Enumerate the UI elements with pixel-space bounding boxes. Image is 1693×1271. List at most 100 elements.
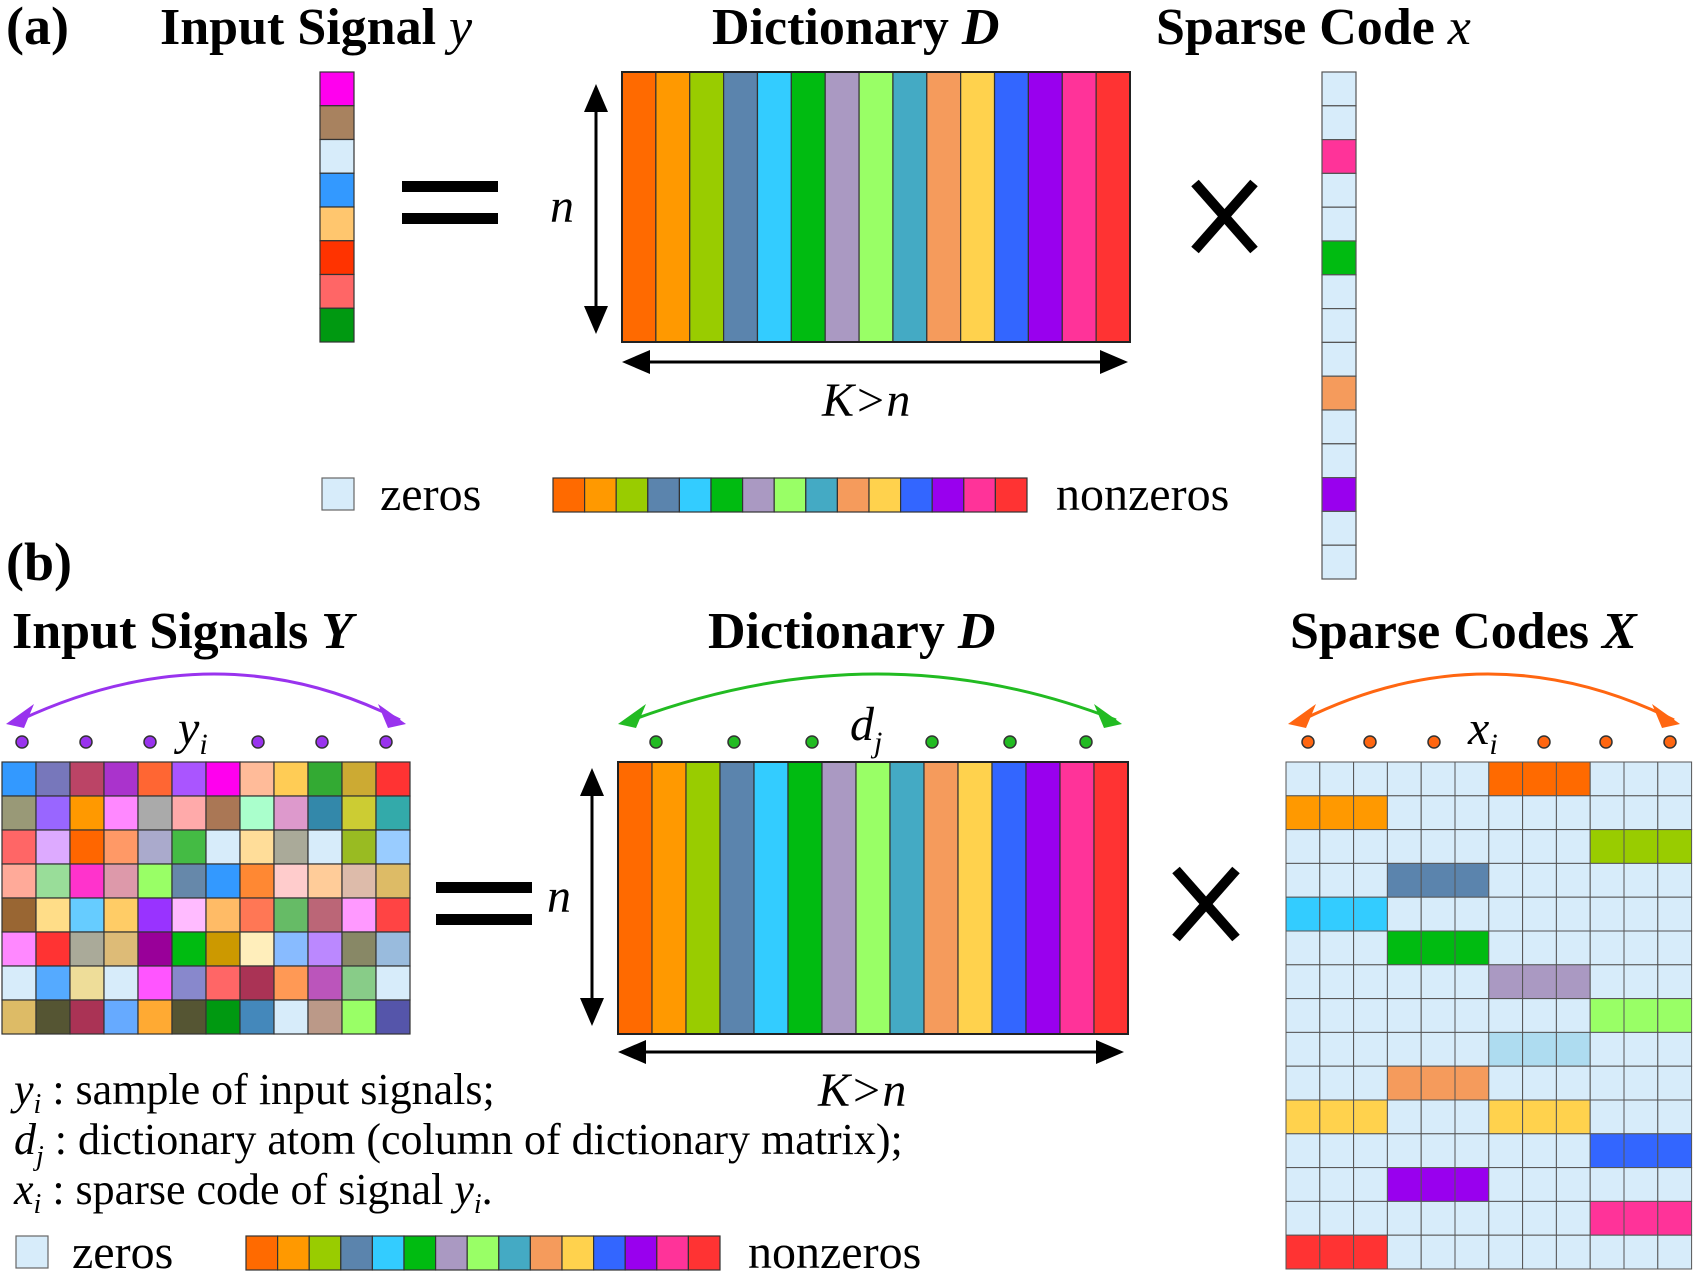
input-signals-cell xyxy=(35,795,71,831)
input-signals-cell xyxy=(103,931,139,967)
sparse-code-dot xyxy=(1363,735,1377,749)
input-signals-cell xyxy=(239,863,275,899)
input-signals-cell xyxy=(307,965,343,1001)
input-signals-cell xyxy=(69,863,105,899)
sparse-codes-cell xyxy=(1589,1065,1625,1101)
n-label-b: n xyxy=(547,870,571,923)
sparse-code-title: Sparse Code x xyxy=(1156,0,1471,56)
input-signals-cell xyxy=(35,761,71,797)
legend-color-swatch xyxy=(371,1235,405,1271)
sparse-codes-cell xyxy=(1454,1234,1490,1270)
input-signals-cell xyxy=(205,829,241,865)
definition-dj-sym: d xyxy=(14,1115,37,1164)
sparse-codes-cell xyxy=(1623,761,1659,797)
sparse-codes-cell xyxy=(1522,1099,1557,1135)
sparse-codes-cell xyxy=(1623,1031,1659,1067)
sparse-codes-cell xyxy=(1488,1099,1524,1135)
legend-color-swatch xyxy=(678,477,712,513)
input-signals-cell xyxy=(341,829,377,865)
sparse-codes-cell xyxy=(1555,1133,1591,1169)
dictionary-atom-column xyxy=(685,761,721,1035)
sparse-codes-cell xyxy=(1589,998,1625,1033)
input-signal-var: y xyxy=(444,0,473,56)
dictionary-atom-column xyxy=(655,71,691,343)
dictionary-atom-column xyxy=(957,761,993,1035)
sparse-codes-cell xyxy=(1454,896,1490,932)
sparse-codes-cell xyxy=(1420,1031,1456,1067)
sparse-codes-cell xyxy=(1386,1167,1422,1202)
panel-a-label: (a) xyxy=(6,0,69,56)
dictionary-matrix-a-border xyxy=(621,71,1131,343)
sparse-codes-cell xyxy=(1657,1234,1693,1270)
sparse-codes-cell xyxy=(1657,1133,1693,1169)
sparse-codes-cell xyxy=(1555,1065,1591,1101)
sparse-codes-cell xyxy=(1319,1167,1355,1202)
dictionary-atom-column xyxy=(855,761,891,1035)
xi-label-main: x xyxy=(1467,702,1489,755)
sparse-code-dot xyxy=(1301,735,1315,749)
input-signals-cell xyxy=(239,829,275,865)
sparse-code-cell xyxy=(1321,71,1357,107)
sparse-codes-cell xyxy=(1285,829,1321,864)
input-signals-cell xyxy=(341,761,377,797)
sparse-codes-cell xyxy=(1285,862,1321,898)
nonzeros-legend-bar-a xyxy=(552,477,1028,513)
sparse-codes-cell xyxy=(1454,1167,1490,1202)
sparse-codes-cell xyxy=(1420,862,1456,898)
dictionary-atom-column xyxy=(892,71,928,343)
input-signals-cell xyxy=(35,931,71,967)
sparse-codes-cell xyxy=(1623,1099,1659,1135)
sparse-code-title-text: Sparse Code xyxy=(1156,0,1448,56)
sparse-codes-cell xyxy=(1657,930,1693,966)
sparse-codes-cell xyxy=(1555,896,1591,932)
sparse-code-cell xyxy=(1321,443,1357,479)
dictionary-atom-column xyxy=(756,71,792,343)
input-signal-cell xyxy=(319,240,355,276)
dj-label: dj xyxy=(850,698,882,759)
yi-label-main: y xyxy=(173,702,200,755)
dictionary-atom-column xyxy=(991,761,1027,1035)
sparse-codes-arc-right-head xyxy=(1652,704,1680,728)
dictionary-atom-dot xyxy=(1003,735,1017,749)
dictionary-arc-left-head xyxy=(618,704,646,728)
sparse-code-var: x xyxy=(1447,0,1471,56)
input-signal-cell xyxy=(319,138,355,174)
sparse-codes-cell xyxy=(1319,829,1355,864)
dictionary-title-a: Dictionary D xyxy=(712,0,999,56)
sparse-codes-cell xyxy=(1319,930,1355,966)
sparse-codes-cell xyxy=(1555,1200,1591,1236)
sparse-codes-cell xyxy=(1522,1031,1557,1067)
sparse-codes-cell xyxy=(1522,1133,1557,1169)
sparse-codes-matrix xyxy=(1285,761,1693,1270)
sparse-code-cell xyxy=(1321,274,1357,310)
input-signals-cell xyxy=(341,863,377,899)
dictionary-atom-column xyxy=(1027,71,1063,343)
input-signals-cell xyxy=(103,999,139,1035)
zeros-legend-swatch-a xyxy=(321,477,355,511)
dictionary-atom-column xyxy=(960,71,996,343)
dj-label-main: d xyxy=(850,698,875,751)
legend-color-swatch xyxy=(805,477,838,513)
dictionary-title-b: Dictionary D xyxy=(708,603,995,660)
panel-b-label: (b) xyxy=(6,532,72,592)
sparse-codes-cell xyxy=(1488,795,1524,831)
sparse-codes-cell xyxy=(1353,795,1388,831)
input-signals-cell xyxy=(205,999,241,1035)
input-signals-cell xyxy=(137,829,173,865)
dictionary-atom-column xyxy=(923,761,959,1035)
dictionary-atom-column xyxy=(790,71,826,343)
input-signals-cell xyxy=(171,931,207,967)
input-signals-cell xyxy=(273,965,309,1001)
dj-label-sub: j xyxy=(870,726,882,759)
sparse-codes-cell xyxy=(1522,1065,1557,1101)
sparse-codes-cell xyxy=(1488,930,1524,966)
input-signal-cell xyxy=(319,172,355,208)
legend-color-swatch xyxy=(403,1235,437,1271)
sparse-codes-cell xyxy=(1623,1200,1659,1236)
sparse-codes-cell xyxy=(1285,1065,1321,1101)
dictionary-var-a: D xyxy=(961,0,1000,56)
input-signals-cell xyxy=(69,761,105,797)
input-signal-dot xyxy=(15,735,29,749)
sparse-codes-cell xyxy=(1353,964,1388,1000)
sparse-codes-cell xyxy=(1657,862,1693,898)
